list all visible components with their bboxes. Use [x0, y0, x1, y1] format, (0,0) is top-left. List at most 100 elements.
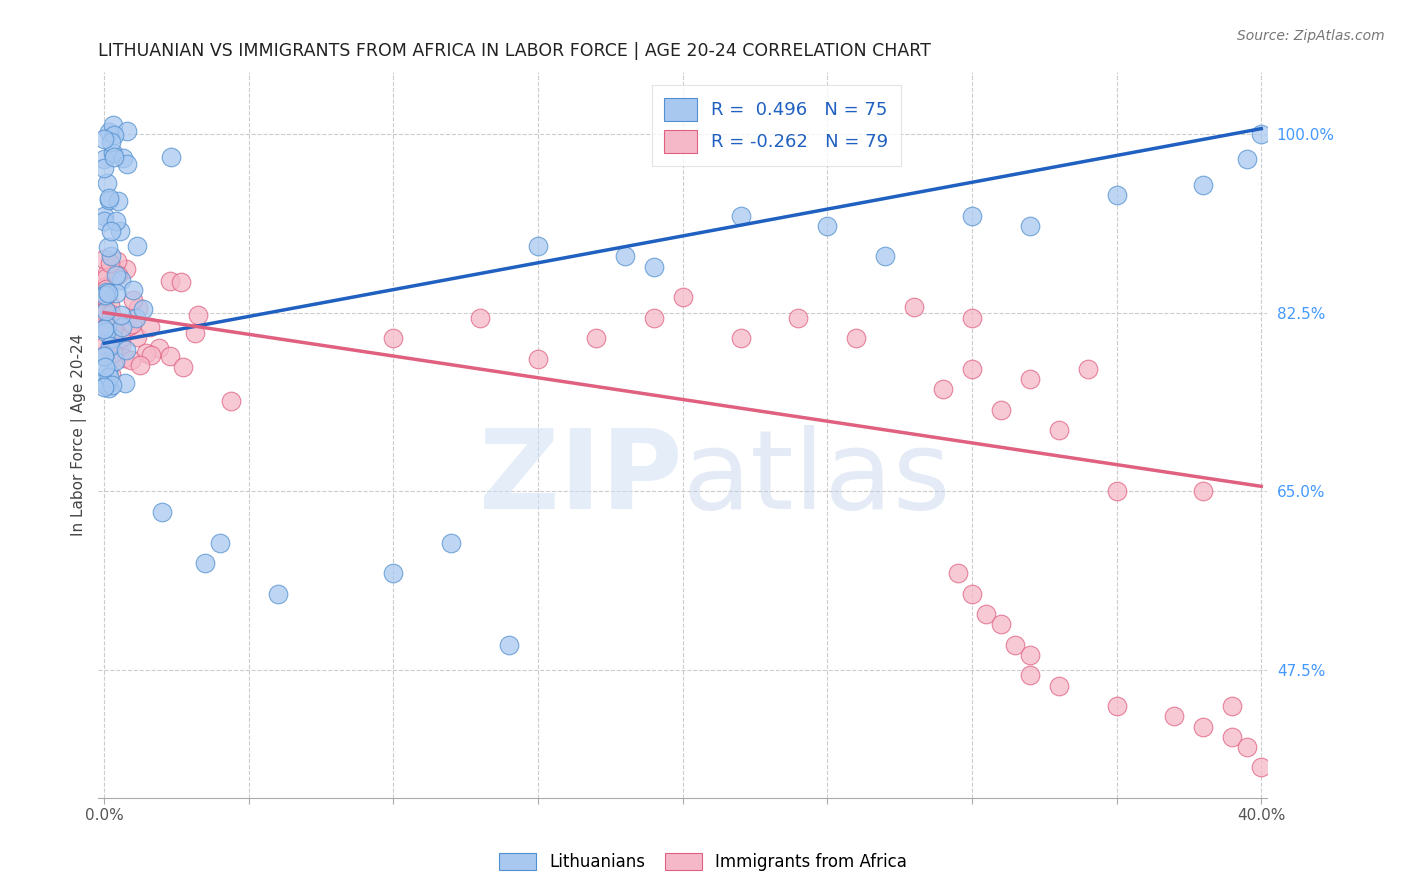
Point [100, 319, 122, 334]
Point [93, 252, 115, 267]
Point [960, 209, 983, 223]
Point [172, 360, 194, 375]
Point [93, 290, 115, 304]
Point [121, 283, 143, 297]
Point [94, 337, 117, 351]
Point [135, 346, 157, 360]
Point [97, 285, 120, 300]
Point [97, 364, 120, 378]
Point [96, 240, 118, 254]
Point [94, 282, 117, 296]
Point [1250, 760, 1272, 774]
Point [194, 556, 217, 570]
Point [184, 326, 207, 341]
Point [527, 351, 550, 366]
Point [1163, 709, 1185, 723]
Point [96, 319, 118, 334]
Point [1192, 719, 1215, 733]
Point [93, 210, 115, 224]
Point [94, 359, 117, 374]
Point [976, 607, 998, 621]
Point [139, 348, 162, 362]
Point [103, 128, 125, 142]
Point [150, 505, 173, 519]
Point [93, 153, 115, 167]
Point [267, 587, 290, 601]
Point [148, 341, 170, 355]
Point [112, 151, 135, 165]
Point [1105, 188, 1128, 202]
Point [107, 194, 129, 208]
Point [1236, 153, 1258, 167]
Point [93, 304, 115, 318]
Legend: R =  0.496   N = 75, R = -0.262   N = 79: R = 0.496 N = 75, R = -0.262 N = 79 [651, 85, 901, 166]
Text: Source: ZipAtlas.com: Source: ZipAtlas.com [1237, 29, 1385, 43]
Point [160, 150, 183, 164]
Point [1250, 127, 1272, 141]
Point [960, 310, 983, 325]
Point [127, 301, 149, 316]
Point [127, 330, 149, 344]
Point [93, 380, 115, 394]
Point [960, 361, 983, 376]
Point [110, 331, 132, 345]
Point [94, 378, 117, 392]
Point [159, 275, 181, 289]
Point [100, 224, 122, 238]
Point [100, 367, 122, 381]
Text: atlas: atlas [683, 425, 952, 533]
Point [845, 331, 868, 345]
Point [159, 349, 181, 363]
Point [110, 308, 132, 322]
Point [93, 213, 115, 227]
Point [960, 587, 983, 601]
Point [643, 260, 665, 274]
Point [93, 132, 115, 146]
Point [93, 349, 115, 363]
Point [1192, 484, 1215, 499]
Point [1047, 679, 1070, 693]
Point [101, 378, 124, 392]
Point [139, 319, 162, 334]
Point [187, 308, 209, 322]
Point [100, 135, 122, 149]
Point [613, 249, 636, 263]
Point [103, 345, 125, 359]
Point [787, 310, 810, 325]
Point [730, 209, 752, 223]
Text: ZIP: ZIP [479, 425, 683, 533]
Point [382, 566, 405, 581]
Point [96, 318, 118, 333]
Point [585, 331, 607, 345]
Point [129, 358, 152, 372]
Point [1047, 423, 1070, 437]
Point [1077, 361, 1099, 376]
Point [1018, 219, 1040, 233]
Point [94, 326, 117, 340]
Point [527, 239, 550, 253]
Point [96, 176, 118, 190]
Point [1004, 638, 1026, 652]
Point [107, 268, 129, 282]
Point [208, 535, 231, 549]
Text: LITHUANIAN VS IMMIGRANTS FROM AFRICA IN LABOR FORCE | AGE 20-24 CORRELATION CHAR: LITHUANIAN VS IMMIGRANTS FROM AFRICA IN … [98, 42, 931, 60]
Point [105, 253, 128, 268]
Point [110, 273, 132, 287]
Point [1192, 178, 1215, 192]
Point [990, 617, 1012, 632]
Point [115, 157, 138, 171]
Point [1220, 699, 1243, 714]
Point [1236, 739, 1258, 754]
Point [110, 338, 132, 352]
Point [170, 275, 193, 289]
Point [1018, 668, 1040, 682]
Point [100, 249, 122, 263]
Point [93, 280, 115, 294]
Point [100, 308, 122, 322]
Point [875, 249, 897, 263]
Point [672, 290, 695, 304]
Point [94, 270, 117, 285]
Point [94, 303, 117, 318]
Point [498, 638, 520, 652]
Point [470, 310, 492, 325]
